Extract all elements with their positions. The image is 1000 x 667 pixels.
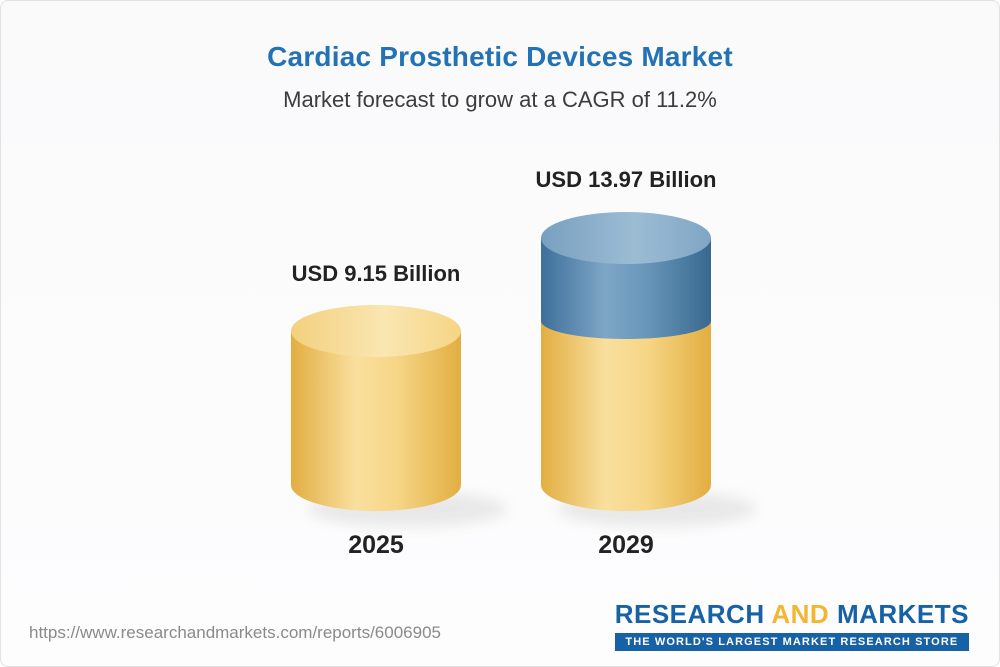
cylinder-2025-top-face <box>291 305 461 357</box>
chart-subtitle: Market forecast to grow at a CAGR of 11.… <box>283 87 717 112</box>
cylinder-2029-top-face <box>541 212 711 264</box>
logo-word-and: AND <box>771 599 830 629</box>
logo-word-markets: MARKETS <box>829 599 969 629</box>
report-url-link[interactable]: https://www.researchandmarkets.com/repor… <box>29 623 441 642</box>
logo-wordmark: RESEARCH AND MARKETS <box>615 599 969 630</box>
x-axis-label-2029: 2029 <box>598 531 654 559</box>
value-label-2029: USD 13.97 Billion <box>535 167 717 192</box>
cylinder-2025-body <box>291 331 461 511</box>
chart-title: Cardiac Prosthetic Devices Market <box>267 41 733 72</box>
logo-word-research: RESEARCH <box>614 599 772 629</box>
x-axis-label-2025: 2025 <box>348 531 404 559</box>
research-and-markets-logo[interactable]: RESEARCH AND MARKETS THE WORLD'S LARGEST… <box>614 599 969 651</box>
cylinder-2029-base-segment <box>541 321 711 511</box>
value-label-2025: USD 9.15 Billion <box>291 261 461 286</box>
logo-tagline: THE WORLD'S LARGEST MARKET RESEARCH STOR… <box>614 633 969 651</box>
